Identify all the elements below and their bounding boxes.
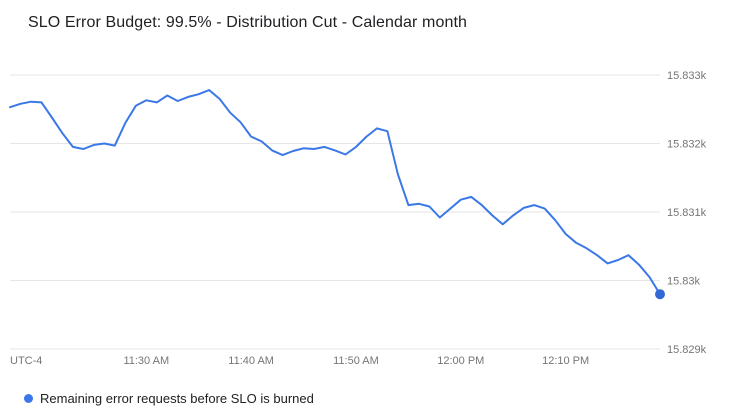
series-line[interactable] bbox=[9, 89, 661, 296]
x-axis-timezone-label: UTC-4 bbox=[10, 355, 42, 367]
legend-item[interactable]: Remaining error requests before SLO is b… bbox=[24, 391, 314, 406]
y-axis-tick-label: 15.832k bbox=[667, 139, 707, 151]
y-axis-tick-label: 15.829k bbox=[667, 344, 707, 356]
legend-series-label: Remaining error requests before SLO is b… bbox=[40, 391, 314, 406]
x-axis-tick-label: 11:50 AM bbox=[333, 355, 379, 367]
x-axis-tick-label: 11:40 AM bbox=[228, 355, 274, 367]
y-axis-tick-label: 15.831k bbox=[667, 207, 707, 219]
legend-series-dot-icon bbox=[24, 394, 33, 403]
x-axis-tick-label: 11:30 AM bbox=[123, 355, 169, 367]
x-axis-tick-label: 12:00 PM bbox=[437, 355, 484, 367]
series-end-point[interactable] bbox=[655, 289, 665, 300]
y-axis-tick-label: 15.833k bbox=[667, 70, 707, 82]
chart-title: SLO Error Budget: 99.5% - Distribution C… bbox=[28, 14, 467, 31]
y-axis-tick-label: 15.83k bbox=[667, 276, 701, 288]
x-axis-tick-label: 12:10 PM bbox=[542, 355, 589, 367]
